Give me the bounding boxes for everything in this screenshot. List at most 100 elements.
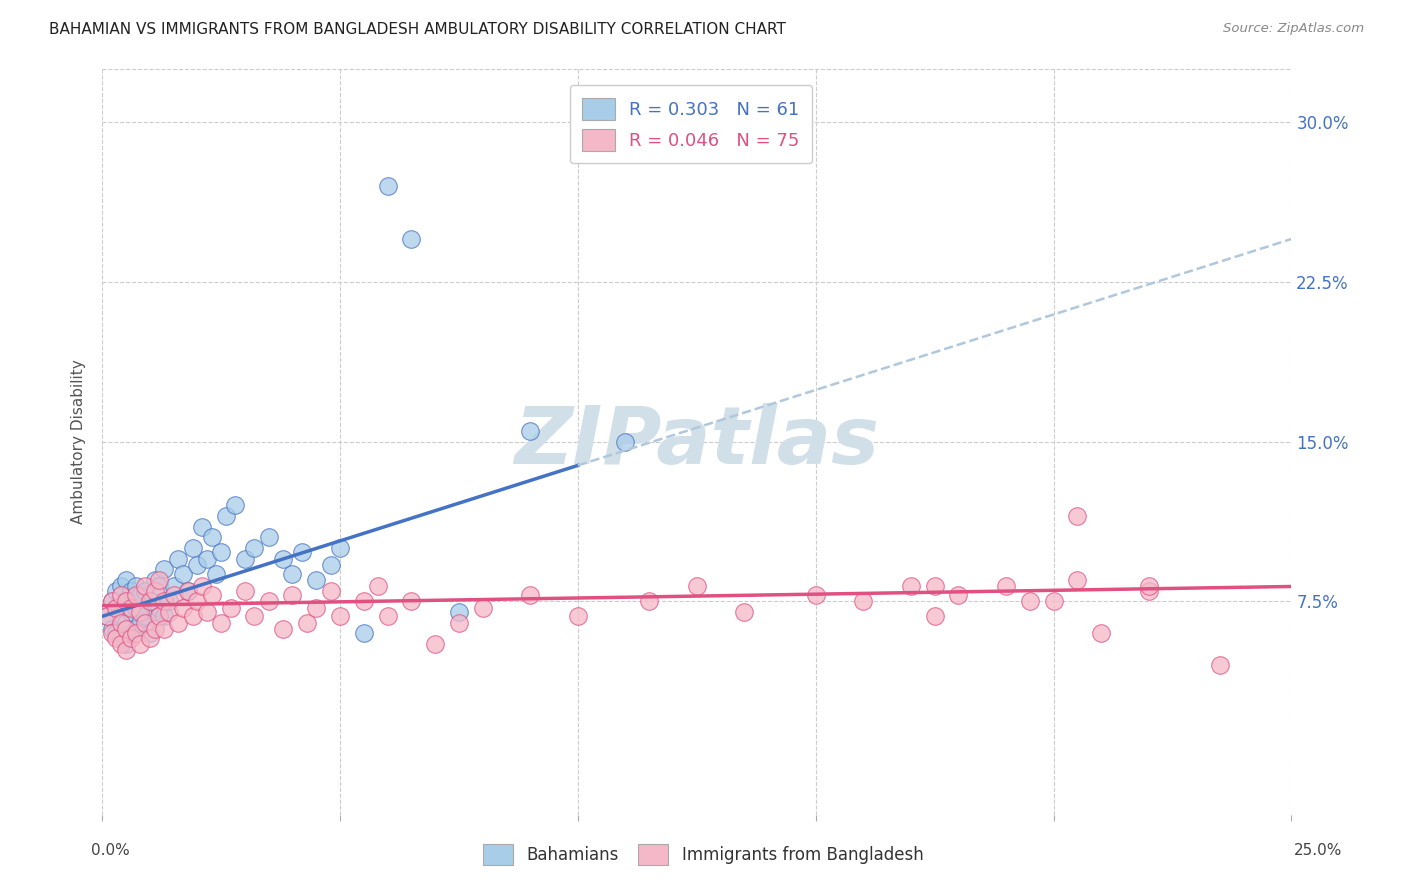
Point	[471, 600, 494, 615]
Point	[181, 609, 204, 624]
Point	[567, 609, 589, 624]
Point	[1137, 579, 1160, 593]
Point	[257, 531, 280, 545]
Point	[153, 594, 176, 608]
Point	[96, 609, 118, 624]
Point	[110, 637, 132, 651]
Point	[162, 588, 184, 602]
Point	[638, 594, 661, 608]
Point	[257, 594, 280, 608]
Point	[994, 579, 1017, 593]
Point	[519, 424, 541, 438]
Point	[115, 573, 138, 587]
Text: ZIPatlas: ZIPatlas	[515, 402, 879, 481]
Point	[110, 615, 132, 630]
Point	[105, 583, 128, 598]
Point	[96, 609, 118, 624]
Point	[153, 562, 176, 576]
Point	[186, 558, 208, 573]
Point	[167, 615, 190, 630]
Point	[377, 609, 399, 624]
Point	[120, 605, 142, 619]
Point	[924, 579, 946, 593]
Point	[271, 551, 294, 566]
Point	[367, 579, 389, 593]
Point	[201, 588, 224, 602]
Point	[219, 600, 242, 615]
Point	[209, 545, 232, 559]
Point	[329, 609, 352, 624]
Point	[447, 615, 470, 630]
Point	[215, 509, 238, 524]
Point	[115, 643, 138, 657]
Point	[120, 600, 142, 615]
Text: BAHAMIAN VS IMMIGRANTS FROM BANGLADESH AMBULATORY DISABILITY CORRELATION CHART: BAHAMIAN VS IMMIGRANTS FROM BANGLADESH A…	[49, 22, 786, 37]
Point	[852, 594, 875, 608]
Point	[195, 605, 218, 619]
Point	[115, 594, 138, 608]
Point	[425, 637, 447, 651]
Point	[115, 637, 138, 651]
Point	[143, 622, 166, 636]
Point	[195, 551, 218, 566]
Point	[329, 541, 352, 555]
Point	[100, 622, 122, 636]
Point	[139, 594, 162, 608]
Point	[148, 579, 170, 593]
Point	[134, 579, 156, 593]
Point	[153, 609, 176, 624]
Point	[153, 622, 176, 636]
Text: 25.0%: 25.0%	[1295, 843, 1343, 858]
Point	[162, 579, 184, 593]
Point	[233, 583, 256, 598]
Point	[100, 626, 122, 640]
Text: 0.0%: 0.0%	[91, 843, 131, 858]
Point	[177, 583, 200, 598]
Point	[100, 594, 122, 608]
Point	[447, 605, 470, 619]
Point	[143, 605, 166, 619]
Text: Source: ZipAtlas.com: Source: ZipAtlas.com	[1223, 22, 1364, 36]
Point	[1137, 583, 1160, 598]
Point	[1209, 658, 1232, 673]
Point	[172, 600, 194, 615]
Point	[105, 631, 128, 645]
Point	[281, 588, 304, 602]
Point	[519, 588, 541, 602]
Point	[1018, 594, 1040, 608]
Point	[105, 600, 128, 615]
Point	[129, 605, 152, 619]
Point	[271, 622, 294, 636]
Point	[1066, 573, 1088, 587]
Point	[129, 615, 152, 630]
Point	[191, 520, 214, 534]
Point	[148, 609, 170, 624]
Point	[186, 594, 208, 608]
Point	[614, 434, 637, 449]
Point	[134, 583, 156, 598]
Point	[948, 588, 970, 602]
Point	[110, 597, 132, 611]
Point	[120, 583, 142, 598]
Point	[110, 579, 132, 593]
Point	[233, 551, 256, 566]
Point	[305, 573, 328, 587]
Point	[134, 609, 156, 624]
Point	[353, 594, 375, 608]
Y-axis label: Ambulatory Disability: Ambulatory Disability	[72, 359, 86, 524]
Point	[157, 605, 180, 619]
Point	[110, 588, 132, 602]
Point	[167, 551, 190, 566]
Point	[105, 600, 128, 615]
Point	[100, 594, 122, 608]
Point	[209, 615, 232, 630]
Point	[120, 626, 142, 640]
Point	[305, 600, 328, 615]
Point	[129, 637, 152, 651]
Point	[1066, 509, 1088, 524]
Point	[139, 631, 162, 645]
Point	[124, 622, 146, 636]
Point	[205, 566, 228, 581]
Legend: R = 0.303   N = 61, R = 0.046   N = 75: R = 0.303 N = 61, R = 0.046 N = 75	[569, 85, 813, 163]
Point	[129, 588, 152, 602]
